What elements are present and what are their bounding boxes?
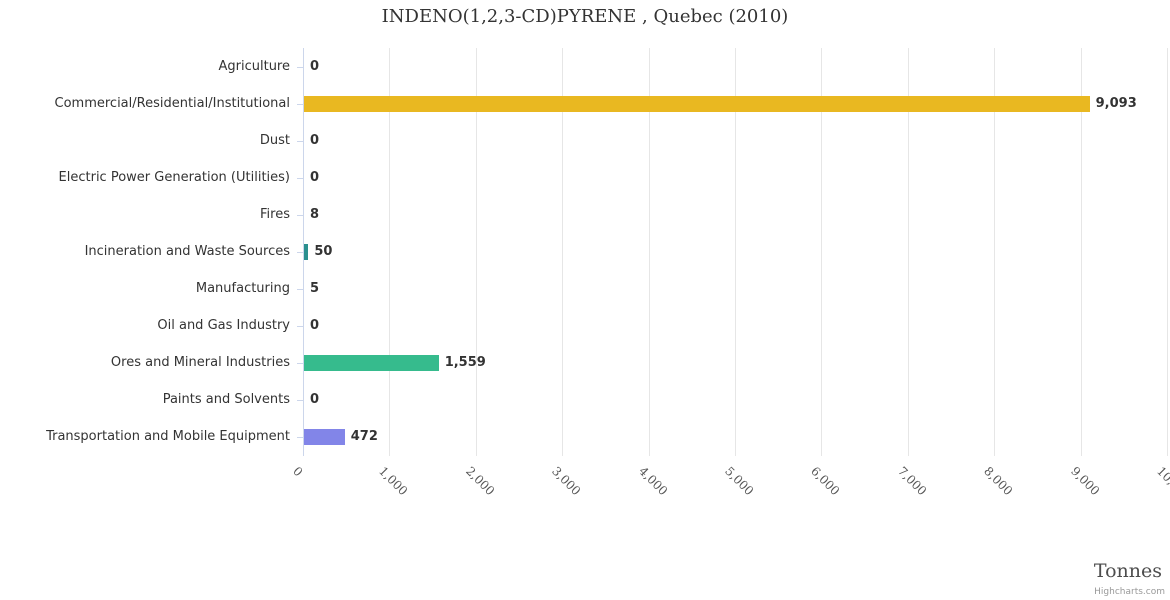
y-axis-tick: [297, 66, 303, 68]
x-tick-label: 10,000: [1154, 464, 1170, 504]
gridline: [994, 48, 995, 456]
gridline: [649, 48, 650, 456]
category-label: Paints and Solvents: [162, 392, 290, 408]
x-axis-labels: 0 1,000 2,000 3,000 4,000 5,000 6,000 7,000 8,00…: [290, 456, 1170, 546]
value-label: 9,093: [1095, 95, 1137, 111]
bar: [304, 355, 439, 372]
y-axis-tick: [297, 214, 303, 216]
y-axis-tick: [297, 437, 303, 439]
highcharts-credit-link[interactable]: Highcharts.com: [1094, 587, 1165, 597]
category-label: Incineration and Waste Sources: [84, 244, 290, 259]
category-label: Agriculture: [218, 58, 291, 74]
y-axis-tick: [297, 326, 303, 328]
y-axis-tick: [297, 103, 303, 105]
x-tick-label: 5,000: [722, 464, 757, 499]
gridline: [821, 48, 822, 456]
category-label: Commercial/Residential/Institutional: [54, 95, 291, 111]
value-label: 0: [310, 58, 320, 74]
chart-title: INDENO(1,2,3-CD)PYRENE , Quebec (2010): [381, 6, 789, 27]
gridline: [1167, 48, 1168, 456]
value-label: 472: [350, 429, 378, 445]
category-label: Electric Power Generation (Utilities): [58, 169, 290, 185]
x-tick-label: 3,000: [549, 464, 584, 499]
gridline: [908, 48, 909, 456]
bar: [304, 429, 345, 446]
gridline: [1081, 48, 1082, 456]
y-axis-tick: [297, 289, 303, 291]
gridline: [476, 48, 477, 456]
value-label: 0: [310, 318, 320, 334]
category-label: Oil and Gas Industry: [157, 318, 290, 334]
value-label: 0: [310, 132, 320, 148]
y-axis-labels: Agriculture Commercial/Residential/Instit…: [0, 0, 303, 600]
category-label: Transportation and Mobile Equipment: [46, 429, 290, 445]
value-label: 5: [310, 281, 320, 297]
value-label: 50: [314, 244, 333, 259]
value-label: 0: [310, 169, 320, 185]
y-axis-tick: [297, 400, 303, 402]
gridline: [735, 48, 736, 456]
plot-area: 0 9,093 0 0 8 50 5 0 1,559 0 472: [303, 48, 1168, 456]
category-label: Dust: [259, 132, 290, 148]
gridline: [389, 48, 390, 456]
x-axis-title: Tonnes: [1093, 560, 1162, 582]
category-label: Ores and Mineral Industries: [110, 355, 290, 371]
y-axis-tick: [297, 177, 303, 179]
y-axis-tick: [297, 252, 303, 253]
bar: [304, 244, 309, 260]
bar: [304, 95, 1090, 112]
x-tick-label: 8,000: [981, 464, 1016, 499]
x-tick-label: 7,000: [895, 464, 930, 499]
gridline: [562, 48, 563, 456]
value-label: 1,559: [444, 355, 486, 371]
x-tick-label: 2,000: [463, 464, 498, 499]
value-label: 0: [310, 392, 320, 408]
x-tick-label: 1,000: [376, 464, 411, 499]
x-tick-label: 9,000: [1068, 464, 1103, 499]
value-label: 8: [310, 206, 320, 222]
y-axis-tick: [297, 363, 303, 365]
category-label: Fires: [260, 206, 290, 222]
x-tick-label: 4,000: [636, 464, 671, 499]
x-tick-label: 6,000: [808, 464, 843, 499]
y-axis-line: [303, 48, 304, 456]
category-label: Manufacturing: [195, 281, 290, 297]
y-axis-tick: [297, 140, 303, 142]
